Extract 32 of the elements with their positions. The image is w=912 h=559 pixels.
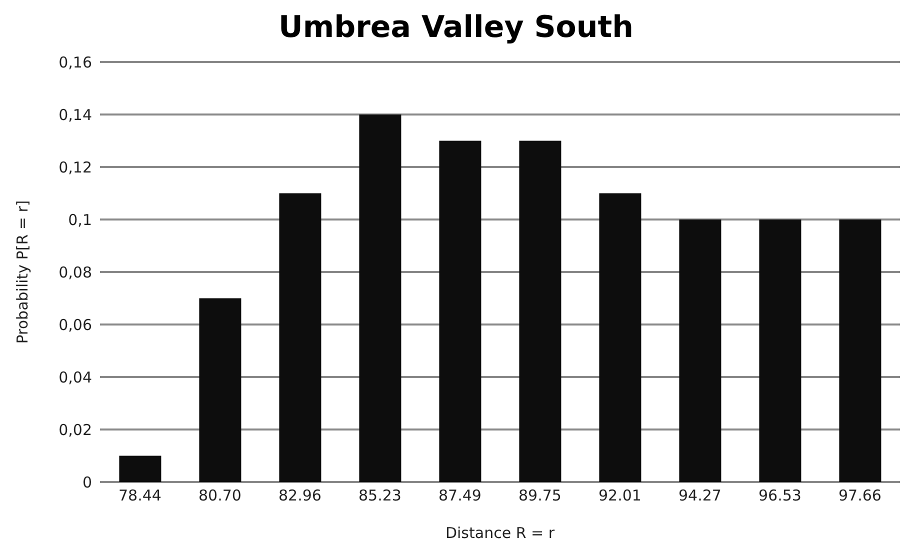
x-tick-label: 94.27 bbox=[678, 486, 722, 505]
bar bbox=[199, 298, 242, 482]
x-tick-label: 96.53 bbox=[758, 486, 802, 505]
x-tick-label: 85.23 bbox=[358, 486, 402, 505]
y-tick-label: 0,04 bbox=[58, 368, 92, 386]
bar bbox=[679, 220, 722, 482]
y-tick-label: 0,16 bbox=[58, 53, 92, 72]
bar bbox=[279, 193, 322, 482]
x-tick-label: 78.44 bbox=[118, 486, 162, 505]
y-tick-label: 0,06 bbox=[58, 316, 92, 334]
x-tick-label: 89.75 bbox=[518, 486, 562, 505]
bar bbox=[439, 140, 482, 482]
x-tick-label: 82.96 bbox=[278, 486, 322, 505]
x-tick-label: 80.70 bbox=[198, 486, 242, 505]
bar bbox=[599, 193, 642, 482]
y-tick-label: 0,02 bbox=[58, 420, 92, 439]
y-axis-title: Probability P[R = r] bbox=[13, 200, 32, 344]
y-tick-label: 0 bbox=[82, 473, 92, 492]
x-tick-label: 92.01 bbox=[598, 486, 642, 505]
y-tick-label: 0,14 bbox=[58, 106, 92, 124]
bar bbox=[839, 220, 882, 482]
y-tick-label: 0,08 bbox=[58, 263, 92, 282]
bar bbox=[119, 456, 162, 482]
x-tick-label: 87.49 bbox=[438, 486, 482, 505]
x-tick-label: 97.66 bbox=[838, 486, 882, 505]
bar bbox=[519, 140, 562, 482]
y-tick-label: 0,12 bbox=[58, 158, 92, 176]
bar bbox=[759, 220, 802, 482]
bar bbox=[359, 114, 402, 482]
y-tick-label: 0,1 bbox=[68, 210, 92, 229]
x-axis-title: Distance R = r bbox=[445, 524, 556, 542]
chart-title: Umbrea Valley South bbox=[278, 9, 634, 47]
